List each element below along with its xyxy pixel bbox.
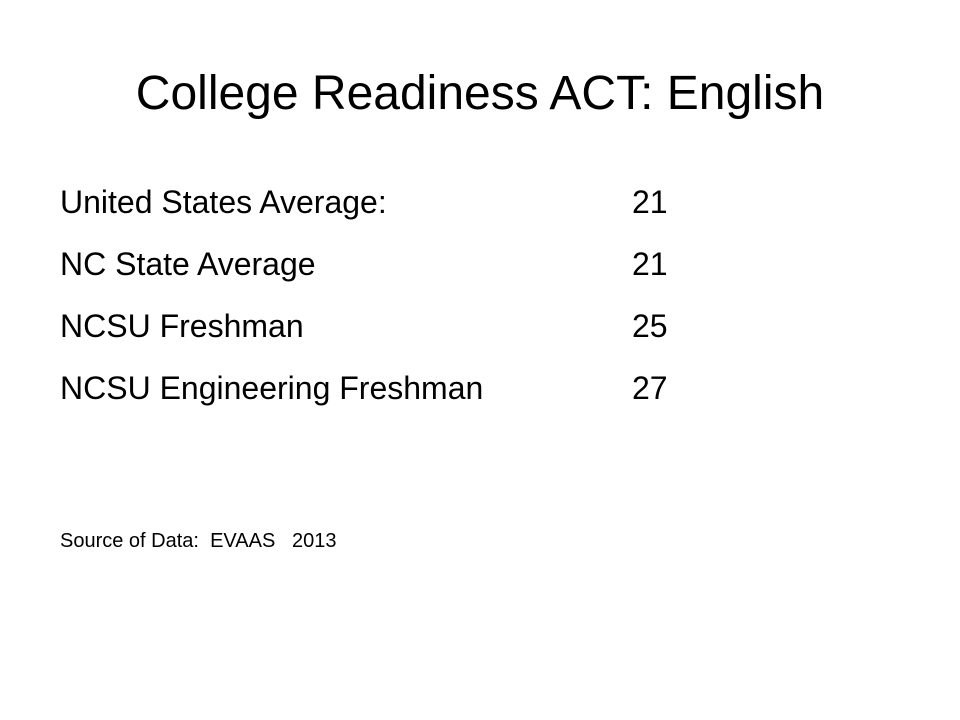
stat-value: 21 [632,246,668,282]
stat-label: NCSU Freshman [60,308,304,344]
stat-row-ncsu-freshman: NCSU Freshman 25 [60,296,820,358]
stat-row-nc-state-average: NC State Average 21 [60,234,820,296]
slide-title: College Readiness ACT: English [135,67,825,120]
stat-label: United States Average: [60,184,387,220]
stat-row-us-average: United States Average: 21 [60,172,820,234]
stats-list: United States Average: 21 NC State Avera… [60,172,820,420]
stat-row-ncsu-engineering-freshman: NCSU Engineering Freshman 27 [60,358,820,420]
source-note: Source of Data: EVAAS 2013 [60,530,337,552]
stat-value: 25 [632,308,668,344]
stat-value: 21 [632,184,668,220]
stat-value: 27 [632,370,668,406]
stat-label: NC State Average [60,246,316,282]
stat-label: NCSU Engineering Freshman [60,370,484,406]
